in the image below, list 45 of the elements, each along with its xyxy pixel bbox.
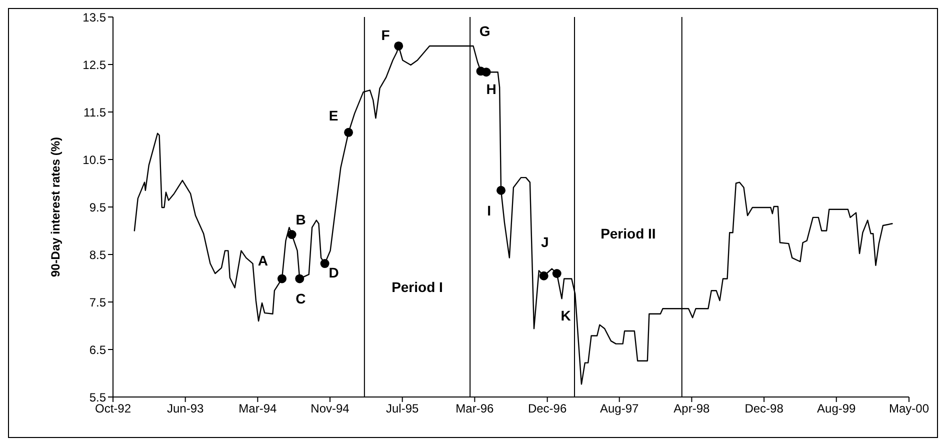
annotation: D — [328, 264, 339, 281]
y-tick-label: 5.5 — [89, 390, 106, 404]
point — [287, 230, 296, 240]
point — [344, 128, 354, 137]
point — [277, 274, 286, 284]
annotation: K — [560, 308, 571, 324]
point — [320, 259, 330, 268]
x-tick-label: Apr-98 — [674, 402, 710, 416]
annotation: B — [296, 212, 306, 228]
x-tick-label: Oct-92 — [94, 402, 132, 416]
annotation: G — [479, 23, 490, 40]
point — [539, 271, 548, 280]
y-tick-label: 11.5 — [84, 105, 106, 120]
y-tick-label: 13.5 — [82, 10, 106, 24]
annotation: J — [540, 234, 549, 250]
annotation: I — [487, 202, 491, 218]
annotation: F — [381, 26, 390, 43]
x-tick-label: Mar-94 — [238, 402, 278, 416]
x-tick-label: Nov-94 — [310, 402, 350, 416]
point — [482, 68, 491, 77]
x-tick-label: Jun-93 — [166, 402, 204, 416]
annotation: H — [486, 81, 496, 98]
x-tick-label: Aug-99 — [817, 402, 856, 416]
annotation: Period I — [392, 278, 443, 295]
annotation: A — [258, 252, 268, 269]
annotation: E — [328, 107, 338, 124]
point — [496, 186, 506, 195]
y-tick-label: 8.5 — [89, 248, 106, 262]
y-tick-label: 9.5 — [89, 200, 106, 214]
y-tick-label: 10.5 — [82, 152, 106, 167]
x-tick-label: Aug-97 — [600, 402, 640, 416]
x-tick-label: Dec-96 — [528, 402, 567, 416]
x-tick-label: May-00 — [888, 402, 930, 416]
x-tick-label: Dec-98 — [744, 402, 784, 416]
annotation: C — [296, 290, 306, 307]
y-tick-label: 7.5 — [89, 295, 106, 310]
x-tick-label: Mar-96 — [456, 402, 494, 416]
annotation: Period II — [600, 226, 656, 242]
y-axis-title: 90-Day interest rates (%) — [48, 136, 62, 278]
y-tick-label: 12.5 — [82, 58, 106, 72]
point — [552, 269, 562, 278]
x-tick-label: Jul-95 — [386, 402, 420, 416]
point — [394, 41, 404, 50]
point — [295, 274, 304, 284]
y-tick-label: 6.5 — [89, 342, 106, 357]
